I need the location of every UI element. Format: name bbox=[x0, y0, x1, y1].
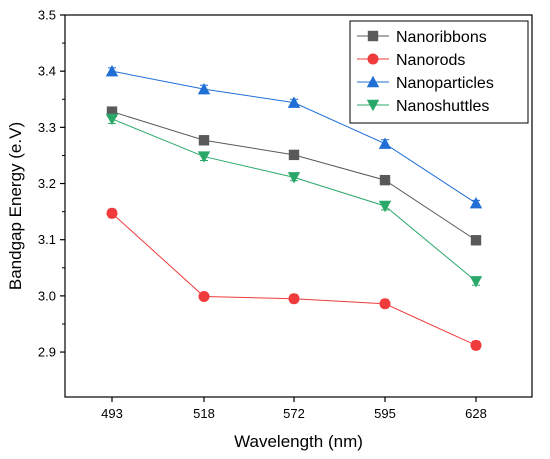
data-point bbox=[198, 290, 210, 302]
legend-entry: Nanorods bbox=[357, 52, 465, 69]
y-axis-title: Bandgap Energy (e.V) bbox=[6, 122, 25, 290]
x-tick-label: 493 bbox=[101, 406, 123, 421]
legend-label: Nanoribbons bbox=[396, 29, 487, 46]
data-point bbox=[287, 172, 301, 184]
data-point bbox=[378, 200, 392, 213]
legend-marker bbox=[367, 53, 379, 65]
x-tick-label: 628 bbox=[465, 406, 487, 421]
series-line bbox=[111, 212, 477, 346]
data-point bbox=[197, 82, 211, 95]
data-point bbox=[470, 339, 482, 351]
y-tick-label: 3.3 bbox=[38, 120, 56, 135]
legend-marker bbox=[367, 30, 379, 42]
data-point bbox=[470, 235, 482, 246]
series-line bbox=[111, 118, 477, 282]
data-point bbox=[197, 151, 211, 163]
legend: Nanoribbons Nanorods Nanoparticles Nanoshut… bbox=[349, 20, 529, 124]
legend-label: Nanorods bbox=[396, 52, 465, 69]
y-tick-label: 3.5 bbox=[38, 8, 56, 23]
data-point bbox=[198, 135, 210, 146]
series-layer bbox=[105, 64, 483, 351]
legend-marker bbox=[366, 99, 380, 112]
data-point bbox=[105, 64, 119, 77]
y-tick-label: 3.4 bbox=[38, 64, 56, 79]
data-point bbox=[288, 293, 300, 305]
plot-frame bbox=[64, 14, 533, 398]
series-nanoribbons bbox=[106, 106, 482, 246]
legend-box bbox=[349, 20, 529, 124]
axis-layer: 2.9 3.0 3.1 3.2 3.3 3.4 3.5 493 518 572 595 628 bbox=[38, 8, 487, 422]
data-point bbox=[287, 96, 301, 108]
series-nanoparticles bbox=[105, 64, 483, 209]
legend-marker bbox=[366, 75, 380, 88]
y-tick-label: 2.9 bbox=[38, 345, 56, 360]
data-point bbox=[379, 174, 391, 186]
x-axis-title: Wavelength (nm) bbox=[234, 432, 363, 451]
x-tick-label: 572 bbox=[283, 406, 305, 421]
series-nanorods bbox=[106, 207, 482, 351]
legend-entry: Nanoshuttles bbox=[357, 98, 489, 115]
data-point bbox=[469, 196, 483, 209]
y-tick-label: 3.1 bbox=[38, 232, 56, 247]
x-tick-label: 595 bbox=[374, 406, 396, 421]
data-point bbox=[469, 276, 483, 288]
legend-entry: Nanoribbons bbox=[357, 29, 487, 46]
data-point bbox=[106, 207, 118, 219]
legend-label: Nanoshuttles bbox=[396, 98, 489, 115]
data-point bbox=[106, 106, 118, 117]
legend-entry: Nanoparticles bbox=[357, 75, 494, 92]
series-nanoshuttles bbox=[105, 113, 483, 288]
data-point bbox=[379, 298, 391, 310]
legend-label: Nanoparticles bbox=[396, 75, 494, 92]
data-point bbox=[378, 137, 392, 149]
data-point bbox=[105, 113, 119, 126]
y-tick-label: 3.2 bbox=[38, 176, 56, 191]
data-point bbox=[288, 149, 300, 161]
y-tick-label: 3.0 bbox=[38, 288, 56, 303]
x-tick-label: 518 bbox=[193, 406, 215, 421]
